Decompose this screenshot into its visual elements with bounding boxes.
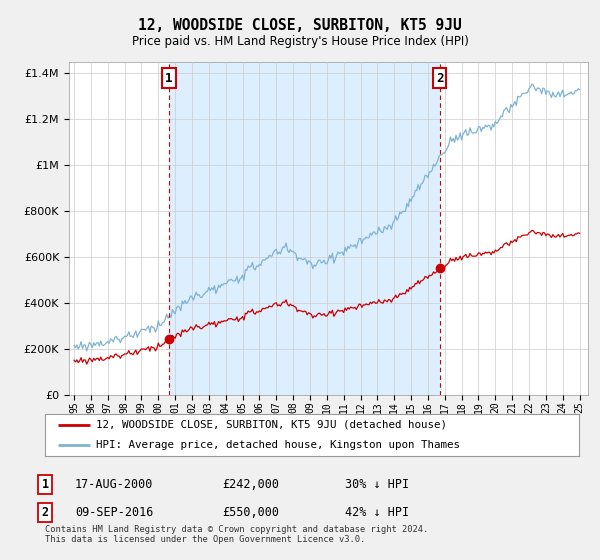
Text: 1: 1 <box>41 478 49 491</box>
Text: 1: 1 <box>165 72 173 85</box>
Text: 09-SEP-2016: 09-SEP-2016 <box>75 506 154 519</box>
Text: HPI: Average price, detached house, Kingston upon Thames: HPI: Average price, detached house, King… <box>96 440 460 450</box>
Text: 12, WOODSIDE CLOSE, SURBITON, KT5 9JU: 12, WOODSIDE CLOSE, SURBITON, KT5 9JU <box>138 18 462 33</box>
Text: 17-AUG-2000: 17-AUG-2000 <box>75 478 154 491</box>
Text: £242,000: £242,000 <box>222 478 279 491</box>
Bar <box>169 62 440 395</box>
Text: £550,000: £550,000 <box>222 506 279 519</box>
Text: 30% ↓ HPI: 30% ↓ HPI <box>345 478 409 491</box>
Text: 2: 2 <box>41 506 49 519</box>
Text: Contains HM Land Registry data © Crown copyright and database right 2024.
This d: Contains HM Land Registry data © Crown c… <box>45 525 428 544</box>
Text: 12, WOODSIDE CLOSE, SURBITON, KT5 9JU (detached house): 12, WOODSIDE CLOSE, SURBITON, KT5 9JU (d… <box>96 420 447 430</box>
Text: Price paid vs. HM Land Registry's House Price Index (HPI): Price paid vs. HM Land Registry's House … <box>131 35 469 48</box>
Text: 42% ↓ HPI: 42% ↓ HPI <box>345 506 409 519</box>
Text: 2: 2 <box>436 72 443 85</box>
